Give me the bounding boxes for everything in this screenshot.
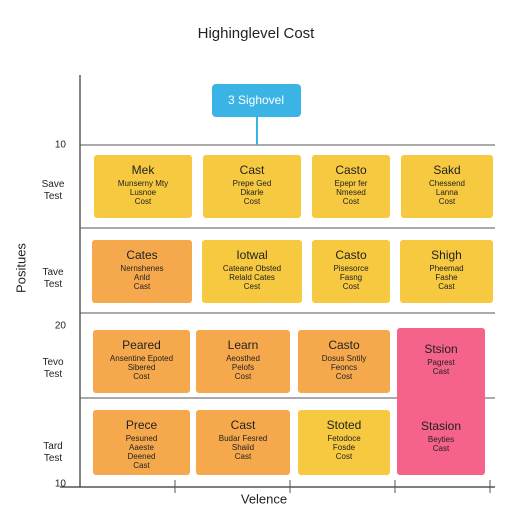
card-line: Nmesed [336,188,366,197]
card-title: Casto [335,163,367,177]
card-line: Cast [235,452,252,461]
card [93,330,190,393]
card-line: Cost [439,197,456,206]
card-line: Ansentine Epoted [110,354,173,363]
card-title: Cates [126,248,157,262]
card-line: Cast [433,444,450,453]
card [298,330,390,393]
card-line: Cost [235,372,252,381]
card-title: Mek [132,163,156,177]
card-line: Fasng [340,273,362,282]
card-line: Cateane Obsted [223,264,281,273]
card-title: Iotwal [236,248,267,262]
card-line: Deened [127,452,155,461]
card-line: Dkarle [240,188,264,197]
card-title: Stsion [424,342,457,356]
card [92,240,192,303]
card-title: Stasion [421,419,461,433]
card [298,410,390,475]
card-line: Pheemad [429,264,463,273]
row-label: Tevo Test [42,357,64,380]
card [203,155,301,218]
card-line: Cast [438,282,455,291]
card-line: Cost [343,197,360,206]
y-tick-label: 10 [55,479,67,490]
card-line: Pesuned [126,434,158,443]
card-line: Pagrest [427,358,455,367]
card-line: Budar Fesred [219,434,267,443]
card-title: Stoted [327,418,362,432]
card-line: Fosde [333,443,356,452]
card-line: Pisesorce [333,264,369,273]
card-line: Epepr fer [335,179,368,188]
card-line: Fashe [435,273,458,282]
card [196,330,290,393]
card [400,240,493,303]
card-line: Anld [134,273,150,282]
card-line: Cost [244,197,261,206]
card-title: Cast [240,163,265,177]
card [401,155,493,218]
card-title: Sakd [433,163,460,177]
card [196,410,290,475]
y-axis-label: Positues [13,243,28,293]
card-line: Cast [433,367,450,376]
card-line: Dosus Sntily [322,354,366,363]
card-title: Shigh [431,248,462,262]
card-line: Cast [133,461,150,470]
card-line: Cost [336,372,353,381]
y-tick-label: 10 [55,140,67,151]
y-tick-label: 20 [55,321,67,332]
card-line: Munserny Mty [118,179,168,188]
card-line: Cost [135,197,152,206]
card-title: Peared [122,338,161,352]
title: Highinglevel Cost [198,25,316,42]
card [202,240,302,303]
card [312,240,390,303]
card-line: Cost [343,282,360,291]
card [397,328,485,475]
card-line: Cest [244,282,261,291]
card-line: Fetodoce [327,434,361,443]
callout-box [212,84,301,117]
card-line: Nernshenes [120,264,163,273]
card-line: Lanna [436,188,459,197]
row-label: Tard Test [43,441,62,464]
card-line: Prepe Ged [233,179,272,188]
card-line: Pelofs [232,363,254,372]
card-title: Cast [231,418,256,432]
card-line: Cost [336,452,353,461]
callout: 3 Sighovel [228,93,284,107]
card [94,155,192,218]
card [312,155,390,218]
card-line: Chessend [429,179,465,188]
x-axis-label: Velence [241,491,287,506]
card-line: Relald Cates [229,273,275,282]
card-title: Casto [335,248,367,262]
card-line: Cast [134,282,151,291]
row-label: Save Test [42,179,65,202]
row-label: Tave Test [42,267,64,290]
card-title: Prece [126,418,158,432]
card-line: Feoncs [331,363,357,372]
card-line: Aaeste [129,443,154,452]
card-line: Shaiid [232,443,254,452]
card-line: Aeosthed [226,354,260,363]
card-line: Lusnoe [130,188,157,197]
card-line: Sibered [128,363,156,372]
card-title: Casto [328,338,360,352]
card-line: Beyties [428,435,454,444]
card-title: Learn [228,338,259,352]
card [93,410,190,475]
card-line: Cost [133,372,150,381]
